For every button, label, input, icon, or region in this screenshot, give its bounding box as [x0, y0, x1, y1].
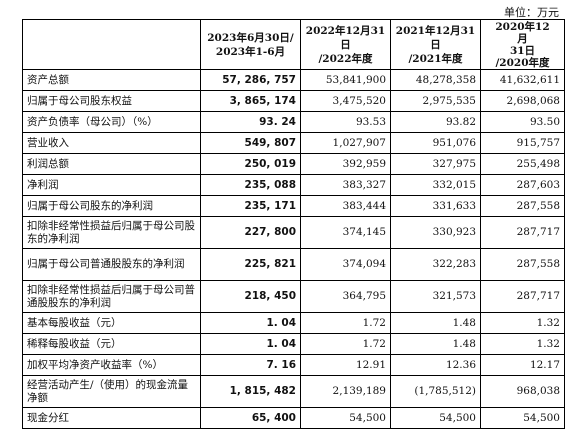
- current-period-value: 218, 450: [200, 280, 301, 313]
- prior-period-value: 255,498: [480, 153, 565, 175]
- current-period-value: 1. 04: [200, 333, 301, 355]
- current-period-value: 93. 24: [200, 111, 301, 133]
- prior-period-value: 54,500: [300, 407, 391, 429]
- row-label: 加权平均净资产收益率（%）: [22, 354, 201, 376]
- prior-period-value: 1,027,907: [300, 132, 391, 154]
- current-period-value: 7. 16: [200, 354, 301, 376]
- prior-period-value: (1,785,512): [390, 375, 481, 408]
- prior-period-value: 287,603: [480, 174, 565, 196]
- row-label: 净利润: [22, 174, 201, 196]
- prior-period-value: 951,076: [390, 132, 481, 154]
- prior-period-value: 41,632,611: [480, 69, 565, 91]
- prior-period-value: 915,757: [480, 132, 565, 154]
- prior-period-value: 2,975,535: [390, 90, 481, 112]
- table-row: 净利润 235, 088 383,327 332,015 287,603: [22, 174, 565, 196]
- prior-period-value: 53,841,900: [300, 69, 391, 91]
- prior-period-value: 54,500: [480, 407, 565, 429]
- header-cell: 2020年12 月 31日 /2020年度: [480, 19, 565, 70]
- table-row: 归属于母公司普通股股东的净利润 225, 821 374,094 322,283 287…: [22, 248, 565, 281]
- prior-period-value: 383,327: [300, 174, 391, 196]
- row-label: 扣除非经常性损益后归属于母公司普通股股东的净利润: [22, 280, 201, 313]
- prior-period-value: 2,698,068: [480, 90, 565, 112]
- table-row: 归属于母公司股东的净利润 235, 171 383,444 331,633 287,55…: [22, 195, 565, 217]
- prior-period-value: 1.72: [300, 312, 391, 334]
- prior-period-value: 2,139,189: [300, 375, 391, 408]
- prior-period-value: 1.72: [300, 333, 391, 355]
- prior-period-value: 322,283: [390, 248, 481, 281]
- row-label: 归属于母公司股东的净利润: [22, 195, 201, 217]
- prior-period-value: 1.48: [390, 333, 481, 355]
- current-period-value: 549, 807: [200, 132, 301, 154]
- prior-period-value: 332,015: [390, 174, 481, 196]
- prior-period-value: 93.82: [390, 111, 481, 133]
- prior-period-value: 287,558: [480, 195, 565, 217]
- table-row: 扣除非经常性损益后归属于母公司股东的净利润 227, 800 374,145 330,…: [22, 216, 565, 249]
- prior-period-value: 331,633: [390, 195, 481, 217]
- row-label: 基本每股收益（元）: [22, 312, 201, 334]
- row-label: 经营活动产生/（使用）的现金流量净额: [22, 375, 201, 408]
- prior-period-value: 93.53: [300, 111, 391, 133]
- prior-period-value: 968,038: [480, 375, 565, 408]
- prior-period-value: 54,500: [390, 407, 481, 429]
- header-cell: [22, 19, 201, 70]
- table-row: 资产总额 57, 286, 757 53,841,900 48,278,358 41,6…: [22, 69, 565, 91]
- current-period-value: 225, 821: [200, 248, 301, 281]
- table-row: 归属于母公司股东权益 3, 865, 174 3,475,520 2,975,535 2…: [22, 90, 565, 112]
- current-period-value: 3, 865, 174: [200, 90, 301, 112]
- prior-period-value: 392,959: [300, 153, 391, 175]
- prior-period-value: 93.50: [480, 111, 565, 133]
- prior-period-value: 12.17: [480, 354, 565, 376]
- current-period-value: 235, 088: [200, 174, 301, 196]
- table-row: 现金分红 65, 400 54,500 54,500 54,500: [22, 407, 565, 429]
- current-period-value: 57, 286, 757: [200, 69, 301, 91]
- row-label: 资产总额: [22, 69, 201, 91]
- unit-label: 单位：万元: [504, 6, 559, 19]
- prior-period-value: 287,717: [480, 280, 565, 313]
- current-period-value: 65, 400: [200, 407, 301, 429]
- prior-period-value: 3,475,520: [300, 90, 391, 112]
- row-label: 利润总额: [22, 153, 201, 175]
- table-row: 扣除非经常性损益后归属于母公司普通股股东的净利润 218, 450 364,795 3…: [22, 280, 565, 313]
- financial-summary-table: 2023年6月30日/ 2023年1-6月 2022年12月31日 /2022年…: [22, 19, 565, 429]
- header-row: 2023年6月30日/ 2023年1-6月 2022年12月31日 /2022年…: [22, 19, 565, 70]
- row-label: 归属于母公司普通股股东的净利润: [22, 248, 201, 281]
- prior-period-value: 287,558: [480, 248, 565, 281]
- prior-period-value: 330,923: [390, 216, 481, 249]
- row-label: 资产负债率（母公司）（%）: [22, 111, 201, 133]
- prior-period-value: 374,094: [300, 248, 391, 281]
- current-period-value: 1. 04: [200, 312, 301, 334]
- header-cell: 2023年6月30日/ 2023年1-6月: [200, 19, 301, 70]
- prior-period-value: 1.32: [480, 312, 565, 334]
- prior-period-value: 364,795: [300, 280, 391, 313]
- table-row: 加权平均净资产收益率（%） 7. 16 12.91 12.36 12.17: [22, 354, 565, 376]
- prior-period-value: 374,145: [300, 216, 391, 249]
- prior-period-value: 12.36: [390, 354, 481, 376]
- table-row: 稀释每股收益（元） 1. 04 1.72 1.48 1.32: [22, 333, 565, 355]
- prior-period-value: 383,444: [300, 195, 391, 217]
- prior-period-value: 327,975: [390, 153, 481, 175]
- table-row: 资产负债率（母公司）（%） 93. 24 93.53 93.82 93.50: [22, 111, 565, 133]
- current-period-value: 235, 171: [200, 195, 301, 217]
- header-cell: 2022年12月31日 /2022年度: [300, 19, 391, 70]
- row-label: 稀释每股收益（元）: [22, 333, 201, 355]
- header-cell: 2021年12月31日 /2021年度: [390, 19, 481, 70]
- current-period-value: 250, 019: [200, 153, 301, 175]
- current-period-value: 1, 815, 482: [200, 375, 301, 408]
- row-label: 扣除非经常性损益后归属于母公司股东的净利润: [22, 216, 201, 249]
- row-label: 归属于母公司股东权益: [22, 90, 201, 112]
- prior-period-value: 48,278,358: [390, 69, 481, 91]
- current-period-value: 227, 800: [200, 216, 301, 249]
- table-row: 利润总额 250, 019 392,959 327,975 255,498: [22, 153, 565, 175]
- table-row: 营业收入 549, 807 1,027,907 951,076 915,757: [22, 132, 565, 154]
- prior-period-value: 1.48: [390, 312, 481, 334]
- row-label: 现金分红: [22, 407, 201, 429]
- prior-period-value: 321,573: [390, 280, 481, 313]
- table-row: 经营活动产生/（使用）的现金流量净额 1, 815, 482 2,139,189 (1…: [22, 375, 565, 408]
- row-label: 营业收入: [22, 132, 201, 154]
- prior-period-value: 12.91: [300, 354, 391, 376]
- prior-period-value: 287,717: [480, 216, 565, 249]
- prior-period-value: 1.32: [480, 333, 565, 355]
- table-row: 基本每股收益（元） 1. 04 1.72 1.48 1.32: [22, 312, 565, 334]
